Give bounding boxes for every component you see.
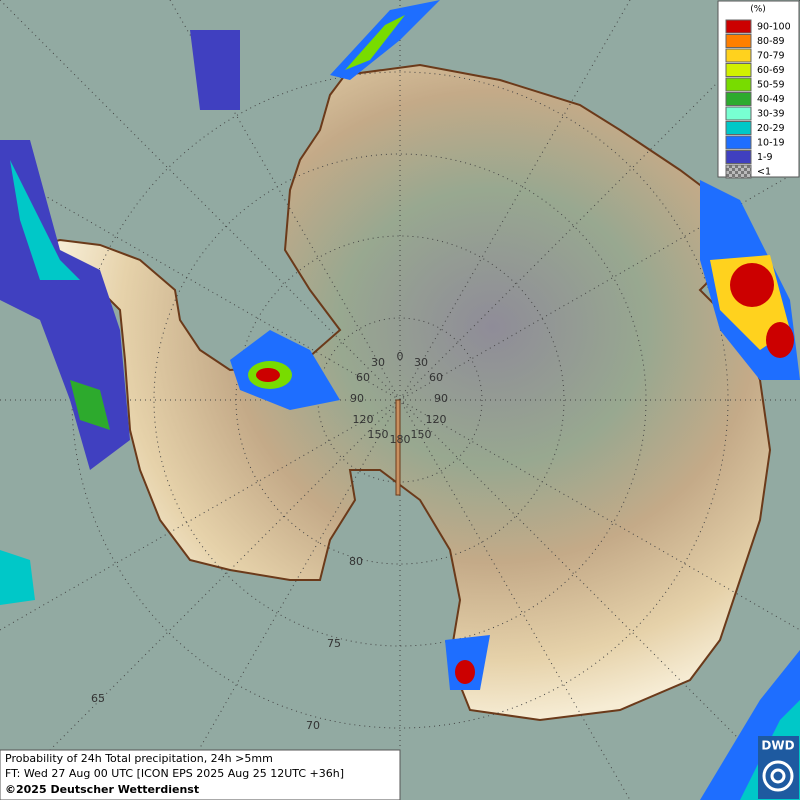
longitude-label: 90 [350, 392, 364, 405]
longitude-label: 0 [397, 350, 404, 363]
caption-line: FT: Wed 27 Aug 00 UTC [ICON EPS 2025 Aug… [5, 767, 344, 780]
legend-label: 80-89 [757, 36, 785, 47]
longitude-label: 150 [368, 428, 389, 441]
longitude-label: 30 [414, 356, 428, 369]
legend-swatch [725, 63, 752, 77]
legend-swatch [725, 34, 752, 48]
longitude-label: 60 [356, 371, 370, 384]
legend-swatch [725, 19, 752, 34]
logo-icon [762, 760, 794, 792]
longitude-label: 120 [353, 413, 374, 426]
legend-swatch [725, 121, 752, 135]
legend-swatch [725, 106, 752, 121]
legend-label: 20-29 [757, 123, 785, 134]
latitude-label: 65 [91, 692, 105, 705]
logo: DWD [758, 736, 799, 799]
longitude-label: 120 [426, 413, 447, 426]
caption-line: ©2025 Deutscher Wetterdienst [5, 783, 199, 796]
latitude-label: 75 [327, 637, 341, 650]
longitude-label: 60 [429, 371, 443, 384]
legend-label: 60-69 [757, 65, 785, 76]
caption-box [0, 749, 401, 800]
legend-swatch [725, 135, 752, 150]
legend-label: 50-59 [757, 80, 785, 91]
longitude-label: 180 [390, 433, 411, 446]
legend-label: 10-19 [757, 138, 785, 149]
latitude-label: 80 [349, 555, 363, 568]
legend-title: (%) [750, 5, 766, 15]
caption: Probability of 24h Total precipitation, … [0, 749, 401, 800]
legend-swatch [725, 164, 752, 179]
logo-icon [770, 768, 786, 784]
legend-label: 40-49 [757, 94, 785, 105]
longitude-label: 90 [434, 392, 448, 405]
longitude-label: 150 [411, 428, 432, 441]
legend-swatch [725, 150, 752, 164]
legend-label: 30-39 [757, 109, 785, 120]
legend: (%) 90-100 80-89 70-79 60-69 50-59 40-49 30-39… [717, 0, 800, 179]
latitude-label: 70 [306, 719, 320, 732]
longitude-label: 30 [371, 356, 385, 369]
legend-swatch [725, 77, 752, 92]
legend-label: 1-9 [757, 152, 773, 163]
ice-shelf-line [395, 399, 401, 496]
latitude-labels: 80 75 70 65 [91, 555, 363, 732]
logo-text: DWD [761, 739, 794, 753]
legend-label: 70-79 [757, 51, 785, 62]
legend-swatch [725, 92, 752, 106]
legend-swatch [725, 48, 752, 63]
caption-line: Probability of 24h Total precipitation, … [5, 752, 273, 765]
legend-label: 90-100 [757, 22, 791, 33]
legend-label: <1 [757, 167, 771, 178]
